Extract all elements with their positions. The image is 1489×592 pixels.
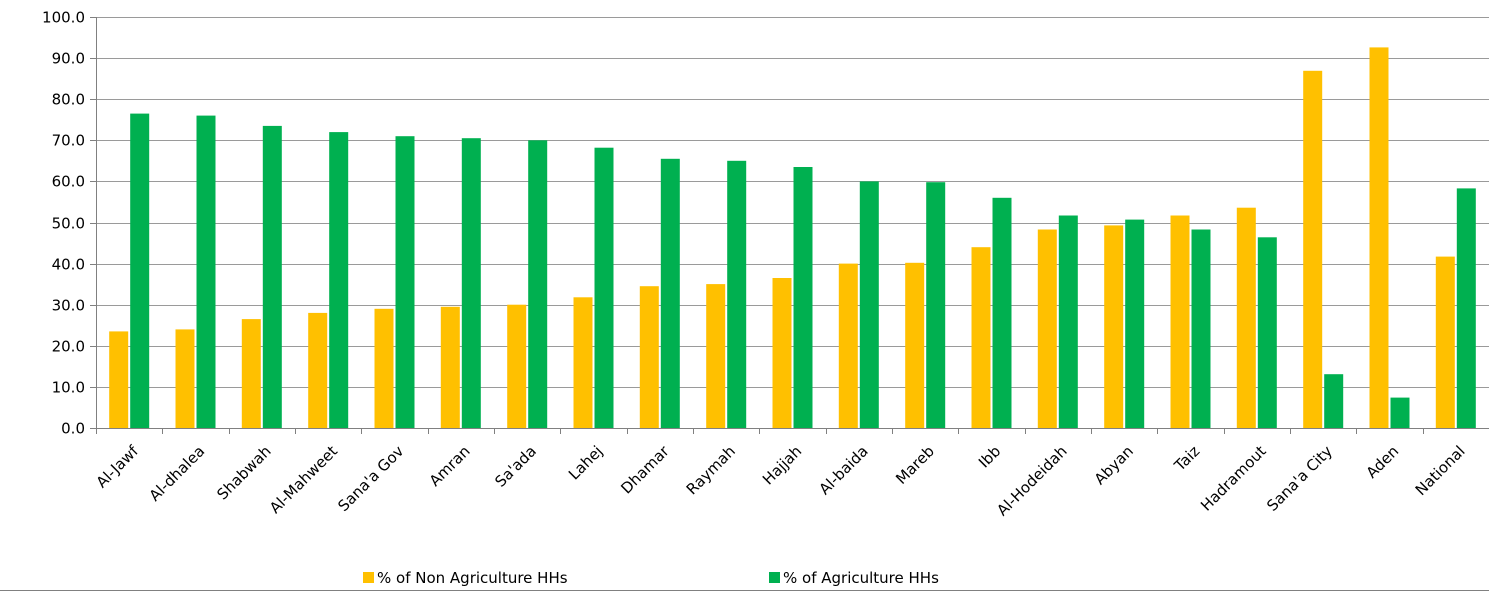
y-tick-label: 20.0	[52, 338, 85, 356]
category-label: Hajjah	[759, 442, 805, 488]
category-label: Aden	[1363, 442, 1403, 482]
bar-non-agriculture	[1435, 256, 1455, 428]
y-tick-label: 50.0	[52, 215, 85, 233]
bar-non-agriculture	[507, 304, 527, 428]
bar-non-agriculture	[308, 312, 328, 428]
y-tick-label: 60.0	[52, 173, 85, 191]
y-tick-label: 0.0	[61, 420, 85, 438]
bars	[109, 47, 1476, 429]
bar-agriculture	[528, 140, 548, 429]
bar-agriculture	[1456, 188, 1476, 428]
bar-agriculture	[727, 160, 747, 429]
category-label: Raymah	[683, 442, 739, 498]
category-label: National	[1412, 442, 1469, 499]
bar-non-agriculture	[1369, 47, 1389, 429]
bar-non-agriculture	[905, 262, 925, 428]
bar-agriculture	[130, 113, 150, 428]
bar-non-agriculture	[706, 284, 726, 428]
bar-non-agriculture	[971, 247, 991, 428]
bar-non-agriculture	[639, 286, 659, 428]
bar-agriculture	[329, 132, 349, 428]
legend-label-non-agriculture: % of Non Agriculture HHs	[377, 569, 568, 587]
category-label: Sana'a Gov	[334, 442, 407, 515]
x-axis	[96, 428, 1424, 434]
bar-non-agriculture	[573, 297, 593, 428]
bar-agriculture	[461, 138, 481, 428]
category-label: Sa'ada	[491, 442, 540, 491]
y-tick-label: 10.0	[52, 379, 85, 397]
category-label: Al-Jawf	[93, 442, 143, 492]
category-label: Al-baida	[815, 442, 871, 498]
category-label: Abyan	[1091, 442, 1137, 488]
bar-non-agriculture	[1037, 229, 1057, 428]
bar-non-agriculture	[1303, 70, 1323, 429]
y-tick-label: 70.0	[52, 132, 85, 150]
category-labels: Al-Jawf Al-dhalea ShabwahAl-MahweetSana'a …	[93, 442, 1469, 520]
bar-agriculture	[1125, 219, 1145, 428]
bar-agriculture	[594, 147, 614, 428]
bar-agriculture	[1324, 374, 1344, 428]
category-label: Al-Mahweet	[266, 442, 341, 517]
bar-non-agriculture	[241, 319, 261, 428]
legend-label-agriculture: % of Agriculture HHs	[783, 569, 939, 587]
bar-agriculture	[1257, 237, 1277, 428]
category-label: Mareb	[892, 442, 938, 488]
y-tick-label: 80.0	[52, 91, 85, 109]
bar-non-agriculture	[109, 331, 129, 428]
category-label: Al-Hodeidah	[993, 442, 1070, 519]
y-tick-label: 30.0	[52, 297, 85, 315]
category-label: Dhamar	[617, 442, 673, 498]
bar-agriculture	[926, 182, 946, 428]
bar-non-agriculture	[374, 308, 394, 428]
bar-non-agriculture	[772, 278, 792, 428]
bar-non-agriculture	[1104, 225, 1124, 428]
bar-non-agriculture	[1170, 215, 1190, 428]
bar-non-agriculture	[1236, 207, 1256, 428]
category-label: Lahej	[565, 442, 606, 483]
bar-agriculture	[1191, 229, 1211, 428]
bar-agriculture	[395, 136, 415, 428]
bar-non-agriculture	[838, 263, 858, 428]
category-label: Hadramout	[1197, 442, 1270, 515]
bar-non-agriculture	[440, 306, 460, 428]
legend-swatch-non-agriculture	[363, 572, 374, 583]
category-label: Taiz	[1170, 442, 1203, 475]
gridlines	[96, 17, 1489, 429]
legend-swatch-agriculture	[769, 572, 780, 583]
category-label: Shabwah	[213, 442, 274, 503]
bar-agriculture	[262, 125, 282, 429]
y-tick-label: 40.0	[52, 256, 85, 274]
category-label: Ibb	[975, 442, 1004, 471]
bar-agriculture	[660, 158, 680, 429]
bar-agriculture	[992, 197, 1012, 428]
bar-agriculture	[196, 115, 216, 428]
category-label: Al-dhalea	[146, 442, 209, 505]
y-tick-label: 90.0	[52, 50, 85, 68]
category-label: Amran	[426, 442, 474, 490]
y-axis-ticks: 0.0 10.0 20.0 30.0 40.0 50.0 60.0 70.0 80.0 90.0 1…	[42, 9, 97, 438]
bar-agriculture	[1058, 215, 1078, 428]
bar-agriculture	[1390, 397, 1410, 428]
bar-agriculture	[859, 181, 879, 428]
bar-agriculture	[793, 167, 813, 428]
bar-non-agriculture	[175, 329, 195, 428]
legend: % of Non Agriculture HHs % of Agricultur…	[363, 569, 939, 587]
y-tick-label: 100.0	[42, 9, 85, 27]
category-label: Sana'a City	[1263, 442, 1336, 515]
